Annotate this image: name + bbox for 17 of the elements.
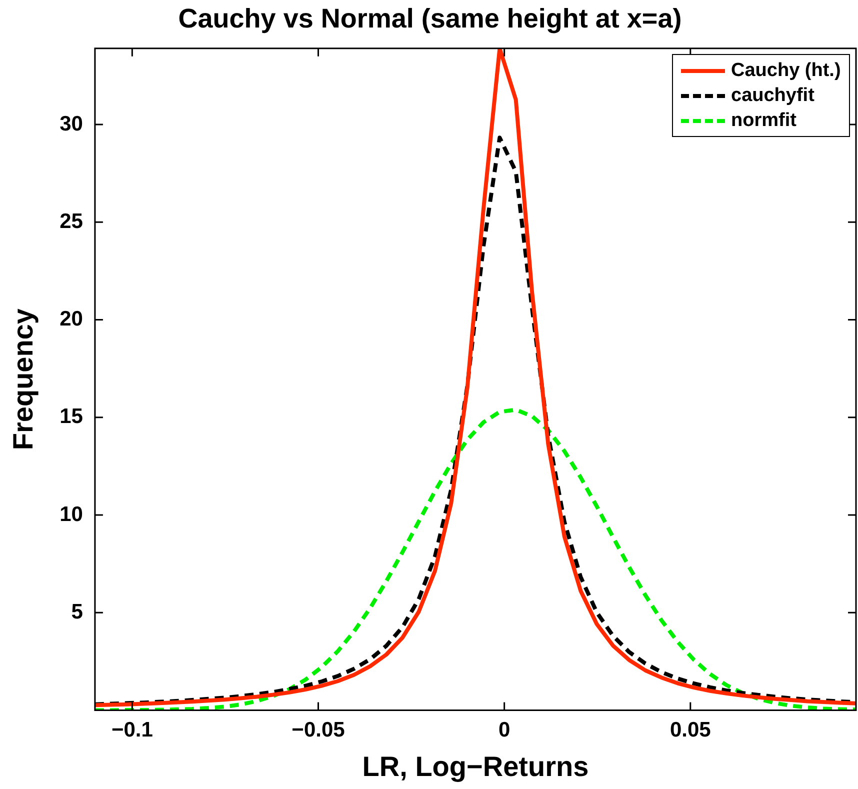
x-tick-label: 0.05: [670, 718, 712, 742]
y-tick-label: 30: [60, 112, 83, 136]
x-tick-label: 0: [498, 718, 510, 742]
y-tick-label: 5: [71, 600, 84, 624]
legend-label: normfit: [731, 110, 796, 132]
y-axis-title: Frequency: [8, 308, 39, 450]
x-tick-label: −0.05: [292, 718, 346, 742]
y-tick-label: 10: [60, 502, 83, 526]
x-axis-title: LR, Log−Returns: [362, 750, 589, 782]
y-tick-label: 15: [60, 405, 84, 428]
y-tick-label: 25: [60, 210, 84, 233]
line-series: [94, 408, 856, 710]
chart-title: Cauchy vs Normal (same height at x=a): [178, 4, 682, 34]
legend-label: cauchyfit: [731, 84, 814, 107]
legend-label: Cauchy (ht.): [731, 60, 841, 82]
y-tick-label: 20: [60, 308, 83, 331]
x-tick-label: −0.1: [111, 718, 154, 742]
